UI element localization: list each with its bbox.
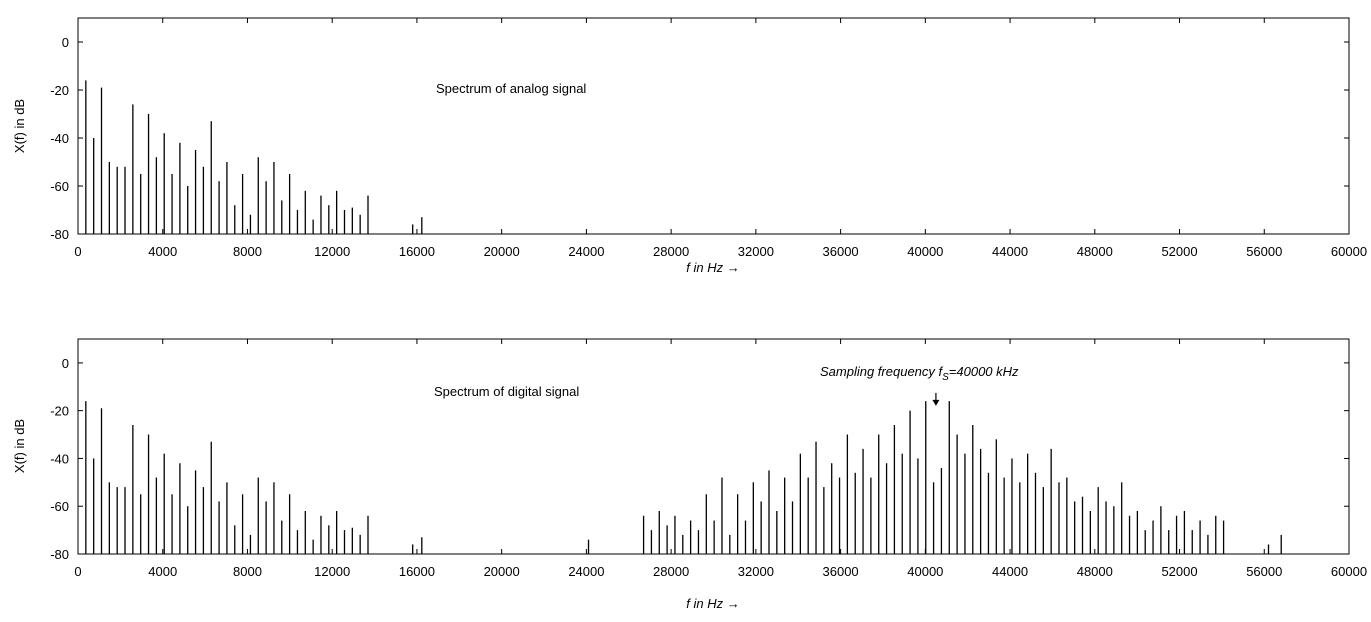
sampling-frequency-arrow [932, 392, 940, 406]
x-tick-label: 0 [74, 564, 81, 579]
spectrum-series [85, 401, 1282, 554]
digital-spectrum-annotation: Spectrum of digital signal [434, 384, 579, 399]
y-tick-label: -80 [50, 227, 69, 242]
x-tick-label: 44000 [992, 244, 1028, 259]
x-tick-label: 20000 [484, 564, 520, 579]
x-tick-label: 16000 [399, 244, 435, 259]
x-tick-label: 4000 [148, 564, 177, 579]
x-tick-label: 56000 [1246, 564, 1282, 579]
x-tick-label: 8000 [233, 244, 262, 259]
x-axis-label: f in Hz → [686, 260, 739, 275]
x-ticks: 0 4000 8000 12000 16000 20000 24000 28000 32000 3… [74, 339, 1367, 579]
sampling-annotation-subscript: S [942, 372, 949, 383]
x-axis-arrow: → [727, 596, 740, 611]
y-tick-label: -20 [50, 83, 69, 98]
y-tick-label: 0 [62, 356, 69, 371]
x-tick-label: 52000 [1161, 244, 1197, 259]
x-tick-label: 0 [74, 244, 81, 259]
x-tick-label: 28000 [653, 564, 689, 579]
x-tick-label: 60000 [1331, 244, 1367, 259]
plot-frame [77, 17, 1350, 235]
x-tick-label: 44000 [992, 564, 1028, 579]
y-tick-label: -20 [50, 404, 69, 419]
x-tick-label: 8000 [233, 564, 262, 579]
y-axis-label: X(f) in dB [12, 419, 27, 473]
analog-spectrum-annotation: Spectrum of analog signal [436, 81, 586, 96]
x-tick-label: 32000 [738, 564, 774, 579]
x-tick-label: 12000 [314, 244, 350, 259]
x-tick-label: 36000 [823, 564, 859, 579]
digital-spectrum-panel: 0 -20 -40 -60 -80 0 4000 8000 12000 16000 20000 24… [12, 338, 1367, 611]
spectrum-series [85, 80, 423, 234]
x-tick-label: 20000 [484, 244, 520, 259]
y-tick-label: -60 [50, 179, 69, 194]
y-ticks: 0 -20 -40 -60 -80 [50, 35, 1349, 242]
x-axis-arrow: → [727, 260, 740, 275]
x-tick-label: 24000 [568, 564, 604, 579]
x-tick-label: 16000 [399, 564, 435, 579]
x-axis-label: f in Hz → [686, 596, 739, 611]
x-tick-label: 24000 [568, 244, 604, 259]
analog-spectrum-panel: 0 -20 -40 -60 -80 0 4000 8000 12000 16000 20000 24… [12, 17, 1367, 275]
x-tick-label: 48000 [1077, 244, 1113, 259]
x-tick-label: 48000 [1077, 564, 1113, 579]
x-tick-label: 56000 [1246, 244, 1282, 259]
x-tick-label: 36000 [823, 244, 859, 259]
arrow-head [932, 399, 940, 406]
x-tick-label: 40000 [907, 564, 943, 579]
y-tick-label: -80 [50, 547, 69, 562]
x-axis-label-text: f in Hz [686, 596, 723, 611]
sampling-annotation-prefix: Sampling frequency f [820, 364, 944, 379]
y-ticks: 0 -20 -40 -60 -80 [50, 356, 1349, 562]
sampling-frequency-annotation: Sampling frequency fS=40000 kHz [820, 364, 1019, 383]
sampling-annotation-suffix: =40000 kHz [949, 364, 1019, 379]
x-tick-label: 52000 [1161, 564, 1197, 579]
x-tick-label: 4000 [148, 244, 177, 259]
x-tick-label: 28000 [653, 244, 689, 259]
y-axis-label: X(f) in dB [12, 99, 27, 153]
x-tick-label: 12000 [314, 564, 350, 579]
x-tick-label: 32000 [738, 244, 774, 259]
x-tick-label: 40000 [907, 244, 943, 259]
x-ticks: 0 4000 8000 12000 16000 20000 24000 28000 32000 3… [74, 18, 1367, 259]
y-tick-label: -40 [50, 131, 69, 146]
x-axis-label-text: f in Hz [686, 260, 723, 275]
x-tick-label: 60000 [1331, 564, 1367, 579]
y-tick-label: 0 [62, 35, 69, 50]
y-tick-label: -60 [50, 499, 69, 514]
y-tick-label: -40 [50, 451, 69, 466]
